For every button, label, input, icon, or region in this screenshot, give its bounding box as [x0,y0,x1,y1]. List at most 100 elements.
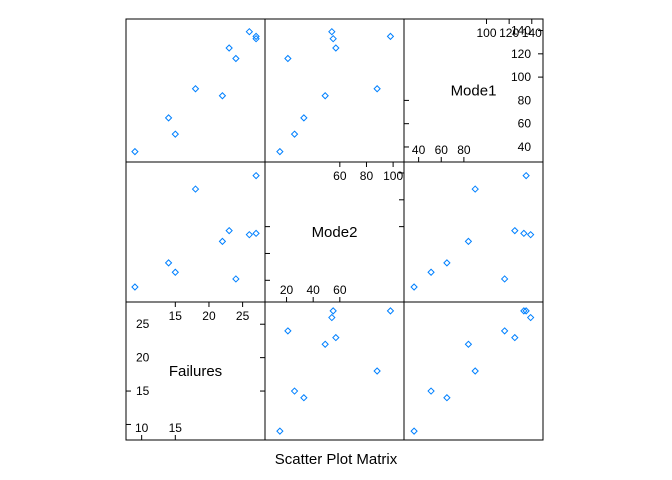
panel-r2-c3 [403,161,544,303]
data-point-mode2-vs-mode1 [522,171,530,180]
tick-label: 80 [518,93,532,107]
data-point-failures-vs-mode1 [464,340,473,348]
tick-label: 100 [476,26,496,40]
data-point-mode1-vs-mode2 [328,27,336,36]
data-point-failures-vs-mode2 [284,327,292,335]
data-point-failures-vs-mode1 [522,307,530,315]
tick-label: 60 [333,283,347,297]
data-point-mode2-vs-failures [245,230,254,239]
data-point-mode1-vs-mode2 [332,44,340,52]
data-point-mode1-vs-mode2 [300,114,308,122]
data-point-mode2-vs-failures [131,283,139,291]
data-point-failures-vs-mode1 [511,333,519,342]
data-point-mode1-vs-failures [245,27,254,36]
panel-r3-c3-frame [403,301,544,441]
data-point-failures-vs-mode1 [443,394,451,402]
tick-label: 15 [169,421,183,435]
panel-r1-c1 [125,18,266,163]
data-point-mode1-vs-mode2 [276,147,284,156]
tick-label: 100 [511,70,531,84]
data-point-failures-vs-mode1 [427,387,435,395]
diag-label-mode1: Mode1 [451,83,497,100]
data-point-mode1-vs-failures [225,44,233,52]
tick-label: 40 [307,283,321,297]
data-point-mode2-vs-mode1 [500,275,509,283]
tick-label: 140 [511,24,531,38]
data-point-mode2-vs-failures [191,185,200,193]
data-point-mode1-vs-failures [171,130,180,138]
tick-label: 15 [136,384,150,398]
tick-label: 60 [518,117,532,131]
tick-label: 25 [136,317,150,331]
panel-r2-c1-frame [125,161,266,303]
data-point-failures-vs-mode1 [520,307,528,315]
data-point-mode2-vs-mode1 [427,268,435,276]
data-point-failures-vs-mode2 [329,307,337,315]
data-point-mode1-vs-failures [191,85,200,93]
panel-r2-c1 [125,161,266,303]
data-point-failures-vs-mode1 [471,367,479,375]
data-point-mode1-vs-failures [232,54,240,63]
panel-r1-c1-frame [125,18,266,163]
data-point-failures-vs-mode2 [321,340,329,348]
data-point-mode2-vs-failures [252,229,260,238]
data-point-mode2-vs-mode1 [464,237,473,246]
data-point-failures-vs-mode2 [290,387,299,395]
tick-label: 40 [412,143,426,157]
tick-label: 120 [499,26,519,40]
diag-label-mode2: Mode2 [312,224,358,241]
data-point-mode2-vs-mode1 [471,185,479,193]
tick-label: 80 [457,143,471,157]
chart-title: Scatter Plot Matrix [275,451,398,468]
tick-label: 120 [511,47,531,61]
data-point-mode2-vs-mode1 [410,283,418,291]
data-point-mode1-vs-mode2 [290,130,299,138]
data-point-mode2-vs-failures [225,226,233,235]
data-point-failures-vs-mode2 [276,427,284,435]
data-point-failures-vs-mode2 [332,333,340,342]
diag-label-failures: Failures [169,363,222,380]
data-point-failures-vs-mode2 [373,367,381,375]
data-point-mode1-vs-failures [218,92,227,100]
data-point-failures-vs-mode2 [328,313,336,322]
tick-label: 140 [522,26,542,40]
data-point-failures-vs-mode1 [410,427,418,435]
data-point-failures-vs-mode2 [300,394,308,402]
data-point-mode2-vs-failures [218,237,227,246]
data-point-mode2-vs-failures [252,171,260,180]
data-point-mode2-vs-failures [164,259,173,267]
data-point-mode1-vs-mode2 [386,32,395,41]
panel-r2-c2: Mode2 20 40 60 60 80 100 [264,161,405,303]
tick-label: 80 [360,169,374,183]
tick-label: 10 [135,421,149,435]
data-point-mode2-vs-mode1 [520,229,528,238]
tick-label: 20 [280,283,294,297]
tick-label: 20 [202,309,216,323]
data-point-failures-vs-mode1 [500,327,509,335]
data-point-mode2-vs-failures [171,268,180,276]
tick-label: 60 [333,169,347,183]
tick-label: 40 [518,140,532,154]
data-point-mode2-vs-failures [232,275,240,283]
panel-r3-c2-frame [264,301,405,441]
data-point-mode1-vs-failures [164,114,173,122]
tick-label: 20 [136,351,150,365]
tick-label: 60 [435,143,449,157]
data-point-mode2-vs-mode1 [443,259,451,267]
data-point-mode1-vs-mode2 [373,85,381,93]
panel-r3-c2 [264,301,405,441]
data-point-mode2-vs-mode1 [526,230,535,239]
panel-r1-c2 [264,18,405,163]
panel-r3-c1: Failures 10 15 15 20 25 15 20 25 [125,301,266,441]
data-point-mode1-vs-mode2 [321,92,329,100]
panel-r3-c3 [403,301,544,441]
data-point-failures-vs-mode2 [386,307,395,315]
data-point-mode1-vs-failures [131,147,139,156]
data-point-mode1-vs-failures [252,32,260,41]
data-point-mode1-vs-mode2 [329,34,337,43]
tick-label: 15 [169,309,183,323]
data-point-mode1-vs-mode2 [284,54,292,63]
